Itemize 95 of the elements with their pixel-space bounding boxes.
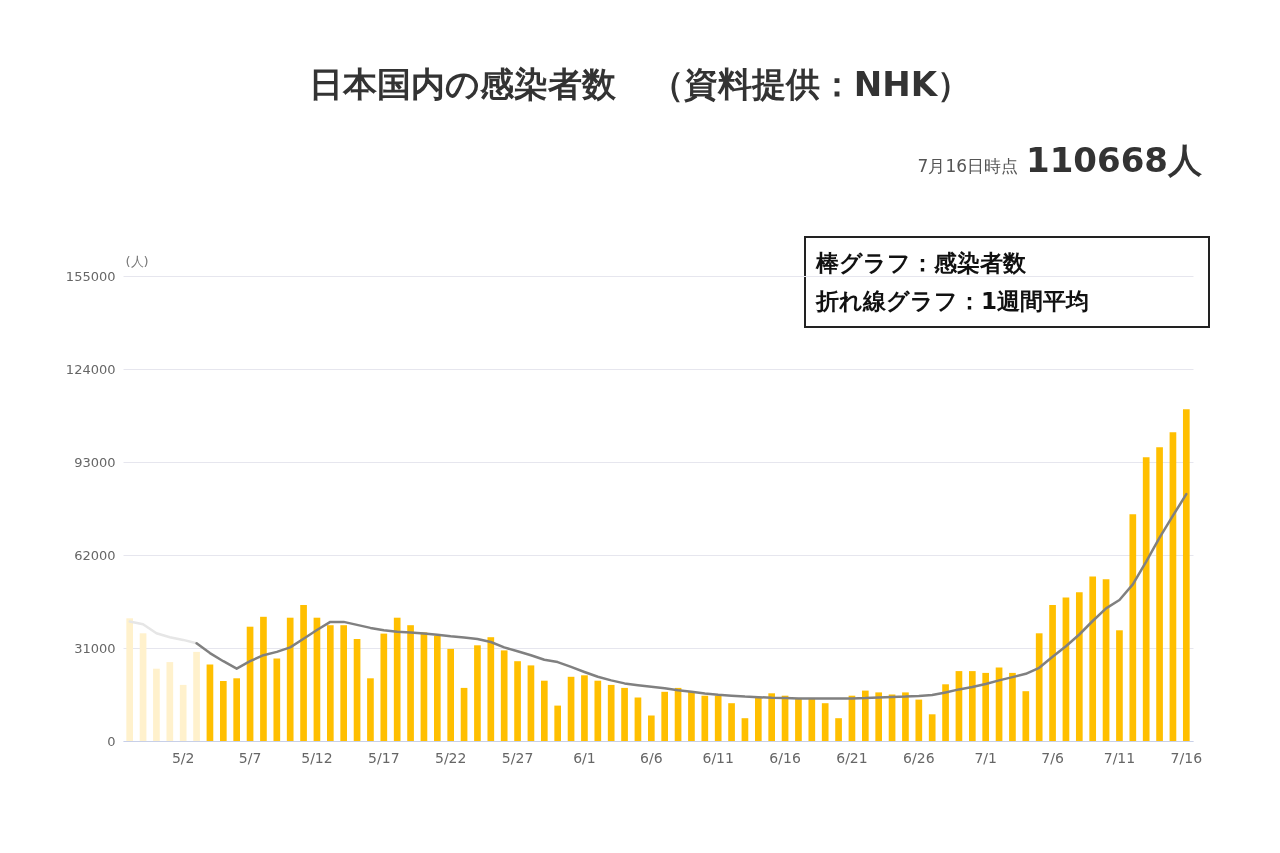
x-tick-label: 6/1 [573, 749, 596, 766]
annotation: 折れ線グラフ：1週間平均 [816, 287, 1090, 316]
bar [273, 658, 281, 741]
bar [714, 695, 722, 741]
bar [1049, 605, 1056, 741]
bar [701, 695, 709, 741]
bar [688, 691, 695, 741]
bar [607, 684, 615, 741]
bar [754, 697, 762, 741]
bar [1142, 457, 1150, 741]
x-tick-label: 5/27 [501, 749, 534, 766]
bar [393, 617, 401, 741]
bar [300, 605, 307, 741]
bar [554, 705, 562, 741]
bar [1182, 409, 1190, 741]
bar [741, 718, 749, 741]
bar [407, 625, 414, 741]
bar [808, 699, 816, 741]
bar [139, 633, 147, 741]
y-tick-label: 124000 [65, 361, 116, 377]
bar [166, 662, 174, 741]
bar [367, 678, 374, 741]
bar [527, 665, 535, 741]
bar [193, 651, 200, 741]
y-tick-label: 93000 [74, 454, 116, 470]
bar [500, 650, 508, 741]
bar [1089, 576, 1097, 741]
bar [982, 672, 990, 741]
bar [433, 635, 441, 741]
y-tick-label: 155000 [65, 268, 116, 284]
bar [861, 690, 869, 741]
x-tick-label: 5/12 [301, 749, 333, 766]
bar [1022, 691, 1030, 741]
bar [380, 633, 388, 741]
bar [768, 693, 776, 741]
bar [487, 637, 495, 741]
bar [968, 671, 976, 741]
x-tick-label: 6/6 [640, 749, 663, 766]
chart-title: 日本国内の感染者数 （資料提供：NHK） [307, 63, 973, 106]
y-axis-title: (人) [125, 253, 149, 269]
bar [1075, 592, 1083, 741]
x-tick-label: 6/16 [769, 749, 801, 766]
bar [326, 625, 334, 741]
bar [540, 680, 548, 741]
bar [567, 676, 575, 741]
bar [233, 678, 241, 741]
y-tick-label: 0 [107, 733, 116, 749]
text: 棒グラフ：感染者数 [816, 249, 1027, 278]
bar [353, 639, 361, 741]
x-tick-label: 6/26 [903, 749, 935, 766]
bar [1129, 514, 1137, 741]
bar [795, 699, 802, 741]
bar [621, 687, 628, 741]
bar [153, 668, 160, 741]
bar [1035, 633, 1043, 741]
bar [340, 625, 348, 741]
bar [875, 692, 883, 741]
bar [126, 618, 134, 741]
bar [219, 681, 227, 741]
line-series [195, 492, 1188, 700]
x-tick-label: 5/22 [434, 749, 467, 766]
chart-subtitle: 7月16日時点 110668人 [917, 140, 1202, 180]
y-tick-label: 31000 [74, 640, 116, 656]
bar [661, 691, 669, 741]
bar [460, 687, 468, 741]
bar [928, 714, 936, 741]
bar [594, 680, 602, 741]
bar [728, 703, 735, 741]
x-tick-label: 7/11 [1103, 749, 1136, 766]
bar [581, 675, 588, 741]
bar [260, 616, 267, 741]
bar [821, 703, 829, 741]
bar [179, 684, 187, 741]
x-tick-label: 7/6 [1041, 749, 1064, 766]
bar [286, 617, 294, 741]
x-tick-label: 5/17 [368, 749, 400, 766]
bar [915, 699, 923, 741]
line-series [128, 620, 198, 645]
x-tick-label: 7/1 [974, 749, 997, 766]
x-tick-label: 5/2 [171, 749, 195, 766]
bar [1156, 447, 1163, 741]
bar [902, 692, 909, 741]
bar [1116, 630, 1123, 741]
bar [514, 661, 521, 741]
x-tick-label: 6/21 [836, 749, 868, 766]
bar [835, 718, 842, 741]
x-tick-label: 5/7 [238, 749, 262, 766]
x-tick-label: 6/11 [702, 749, 734, 766]
bar [474, 645, 481, 741]
y-tick-label: 62000 [74, 547, 116, 563]
bar [1009, 672, 1016, 741]
bar [647, 715, 655, 741]
bar [942, 684, 949, 741]
x-tick-label: 7/16 [1170, 749, 1203, 766]
bar [447, 648, 455, 741]
